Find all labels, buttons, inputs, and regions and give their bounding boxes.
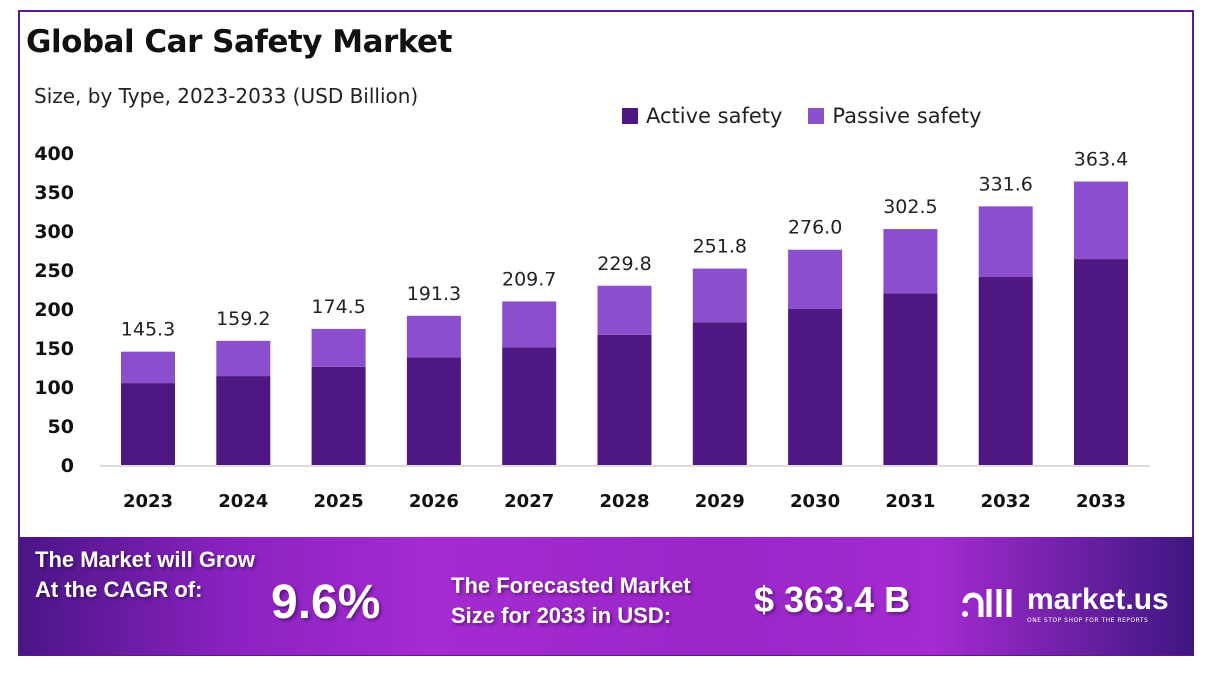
bar-segment-active [121, 383, 175, 465]
data-label: 209.7 [502, 268, 556, 290]
y-tick-label: 250 [34, 260, 74, 282]
bar-segment-active [1074, 259, 1128, 465]
y-tick-label: 100 [34, 377, 74, 399]
bar-segment-passive [692, 268, 747, 323]
bar-segment-passive [978, 206, 1033, 278]
bar-segment-passive [1074, 181, 1128, 260]
bar-segment-passive [883, 229, 938, 294]
bar-segment-active [978, 277, 1033, 465]
chart-frame [18, 10, 1194, 656]
x-tick-label: 2029 [695, 491, 745, 512]
data-label: 331.6 [978, 173, 1032, 195]
y-tick-label: 0 [61, 455, 74, 477]
x-tick-label: 2023 [123, 491, 173, 512]
x-tick-label: 2028 [599, 491, 649, 512]
bar-segment-active [883, 293, 938, 465]
bar-segment-passive [216, 340, 271, 377]
logo-name: market.us [1027, 582, 1169, 616]
y-tick-label: 400 [34, 143, 74, 165]
x-tick-label: 2033 [1076, 491, 1126, 512]
chart-title: Global Car Safety Market [26, 24, 452, 60]
x-tick-label: 2030 [790, 491, 840, 512]
legend-swatch-active [622, 108, 638, 124]
data-label: 145.3 [121, 319, 175, 341]
bar-segment-passive [502, 301, 557, 348]
data-label: 191.3 [407, 283, 461, 305]
bar-segment-active [311, 366, 366, 465]
y-tick-label: 150 [34, 338, 74, 360]
data-label: 302.5 [883, 196, 937, 218]
x-tick-label: 2025 [314, 491, 364, 512]
x-tick-label: 2024 [218, 491, 268, 512]
y-tick-label: 350 [34, 182, 74, 204]
forecast-label: The Forecasted Market Size for 2033 in U… [451, 571, 691, 631]
forecast-label-line2: Size for 2033 in USD: [451, 603, 672, 628]
bar-segment-active [502, 347, 557, 465]
x-tick-label: 2031 [885, 491, 935, 512]
data-label: 229.8 [597, 253, 651, 275]
y-tick-label: 300 [34, 221, 74, 243]
bar-chart: 0 50 100 150 200 250 300 350 400 145.3 2023 159.2 20… [34, 143, 1150, 512]
bar-segment-passive [788, 249, 843, 309]
cagr-label: The Market will Grow At the CAGR of: [35, 545, 255, 605]
bar-segment-passive [406, 315, 461, 358]
bar-segment-active [692, 322, 747, 465]
bar-segment-active [788, 309, 843, 465]
x-tick-label: 2032 [981, 491, 1031, 512]
bar-segment-active [406, 357, 461, 465]
bar-segment-passive [311, 328, 366, 367]
data-label: 159.2 [216, 308, 270, 330]
legend-label-passive: Passive safety [832, 104, 982, 128]
legend: Active safety Passive safety [622, 104, 982, 128]
legend-swatch-passive [808, 108, 825, 124]
cagr-value: 9.6% [271, 576, 381, 629]
data-label: 276.0 [788, 217, 842, 239]
x-tick-label: 2027 [504, 491, 554, 512]
bar-segment-passive [121, 351, 175, 384]
y-tick-label: 50 [48, 416, 74, 438]
footer-banner: The Market will Grow At the CAGR of: 9.6… [19, 537, 1194, 655]
logo-icon [962, 589, 1012, 617]
bar-segment-passive [597, 285, 652, 335]
legend-label-active: Active safety [646, 104, 783, 128]
legend-item-active: Active safety [622, 104, 782, 128]
bar-segment-active [216, 376, 271, 465]
forecast-label-line1: The Forecasted Market [451, 573, 691, 598]
chart-subtitle: Size, by Type, 2023-2033 (USD Billion) [34, 84, 419, 108]
cagr-label-line1: The Market will Grow [35, 547, 256, 572]
data-label: 363.4 [1074, 149, 1128, 171]
data-label: 251.8 [693, 236, 747, 258]
bar-segment-active [597, 334, 652, 465]
legend-item-passive: Passive safety [808, 104, 982, 128]
marketus-logo: market.us ONE STOP SHOP FOR THE REPORTS [959, 581, 1169, 625]
forecast-value: $ 363.4 B [754, 579, 911, 620]
y-tick-label: 200 [34, 299, 74, 321]
data-label: 174.5 [311, 296, 365, 318]
x-tick-label: 2026 [409, 491, 459, 512]
logo-tagline: ONE STOP SHOP FOR THE REPORTS [1027, 616, 1149, 624]
cagr-label-line2: At the CAGR of: [35, 577, 203, 602]
